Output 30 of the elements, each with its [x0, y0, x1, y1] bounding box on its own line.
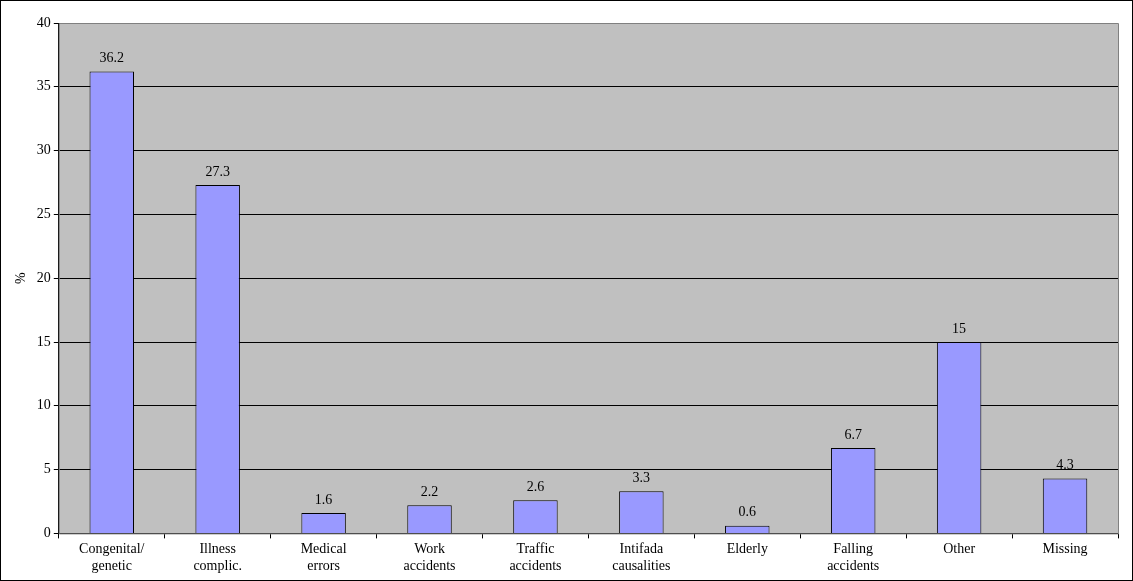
y-tick-label: 35 [36, 78, 51, 94]
y-tick-label: 25 [36, 206, 51, 222]
x-tick-label: Illness complic. [193, 541, 242, 574]
data-label: 4.3 [1056, 457, 1074, 473]
x-tick-label: Falling accidents [827, 541, 880, 574]
x-tick-label: Missing [1042, 541, 1088, 557]
data-label: 36.2 [99, 50, 125, 66]
x-tick-label: Intifada causalities [612, 541, 671, 574]
y-tick-label: 20 [36, 269, 51, 285]
data-label: 2.2 [420, 484, 439, 499]
data-label: 27.3 [205, 163, 230, 179]
y-tick-label: 30 [36, 142, 51, 158]
x-tick-label: Traffic accidents [509, 541, 562, 574]
x-tick-label: Other [943, 541, 976, 557]
y-tick-label: 5 [43, 461, 51, 477]
y-tick-label: 40 [36, 14, 51, 30]
data-label: 6.7 [844, 426, 862, 442]
x-tick-label: Medical errors [300, 541, 347, 574]
x-tick-label: Congenital/ genetic [79, 541, 145, 574]
data-label: 2.6 [526, 478, 545, 494]
x-tick-label: Work accidents [403, 541, 456, 574]
data-label: 0.6 [738, 504, 757, 520]
data-label: 15 [952, 320, 967, 336]
data-label: 1.6 [314, 491, 333, 507]
x-tick-label: Elderly [726, 541, 768, 557]
data-label: 3.3 [632, 469, 651, 485]
y-tick-label: 10 [36, 397, 51, 413]
y-tick-label: 15 [36, 333, 51, 349]
y-axis-title: % [13, 272, 29, 285]
y-tick-label: 0 [43, 525, 51, 541]
